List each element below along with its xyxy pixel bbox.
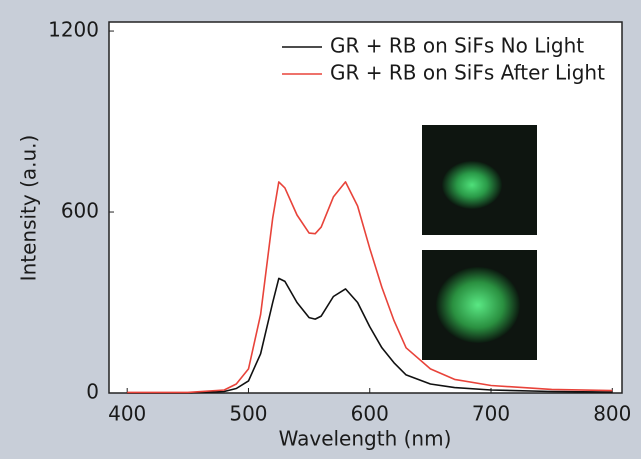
x-tick-label: 500 — [229, 402, 267, 426]
x-tick-label: 400 — [108, 402, 146, 426]
spectrum-line — [127, 181, 613, 394]
inset-spot — [436, 267, 520, 343]
legend-label: GR + RB on SiFs No Light — [330, 34, 584, 58]
legend-label: GR + RB on SiFs After Light — [330, 61, 605, 85]
x-tick-label: 800 — [593, 402, 631, 426]
x-tick-label: 700 — [472, 402, 510, 426]
y-tick-label: 600 — [61, 199, 99, 223]
inset-spot — [442, 161, 502, 209]
inset-images — [422, 125, 537, 360]
x-axis-label: Wavelength (nm) — [279, 427, 452, 451]
legend: GR + RB on SiFs No Light GR + RB on SiFs … — [282, 34, 605, 85]
x-tick-label: 600 — [351, 402, 389, 426]
spectrum-line — [127, 277, 613, 394]
y-axis-label: Intensity (a.u.) — [17, 135, 41, 282]
y-tick-label: 0 — [86, 380, 99, 404]
y-tick-label: 1200 — [48, 18, 99, 42]
